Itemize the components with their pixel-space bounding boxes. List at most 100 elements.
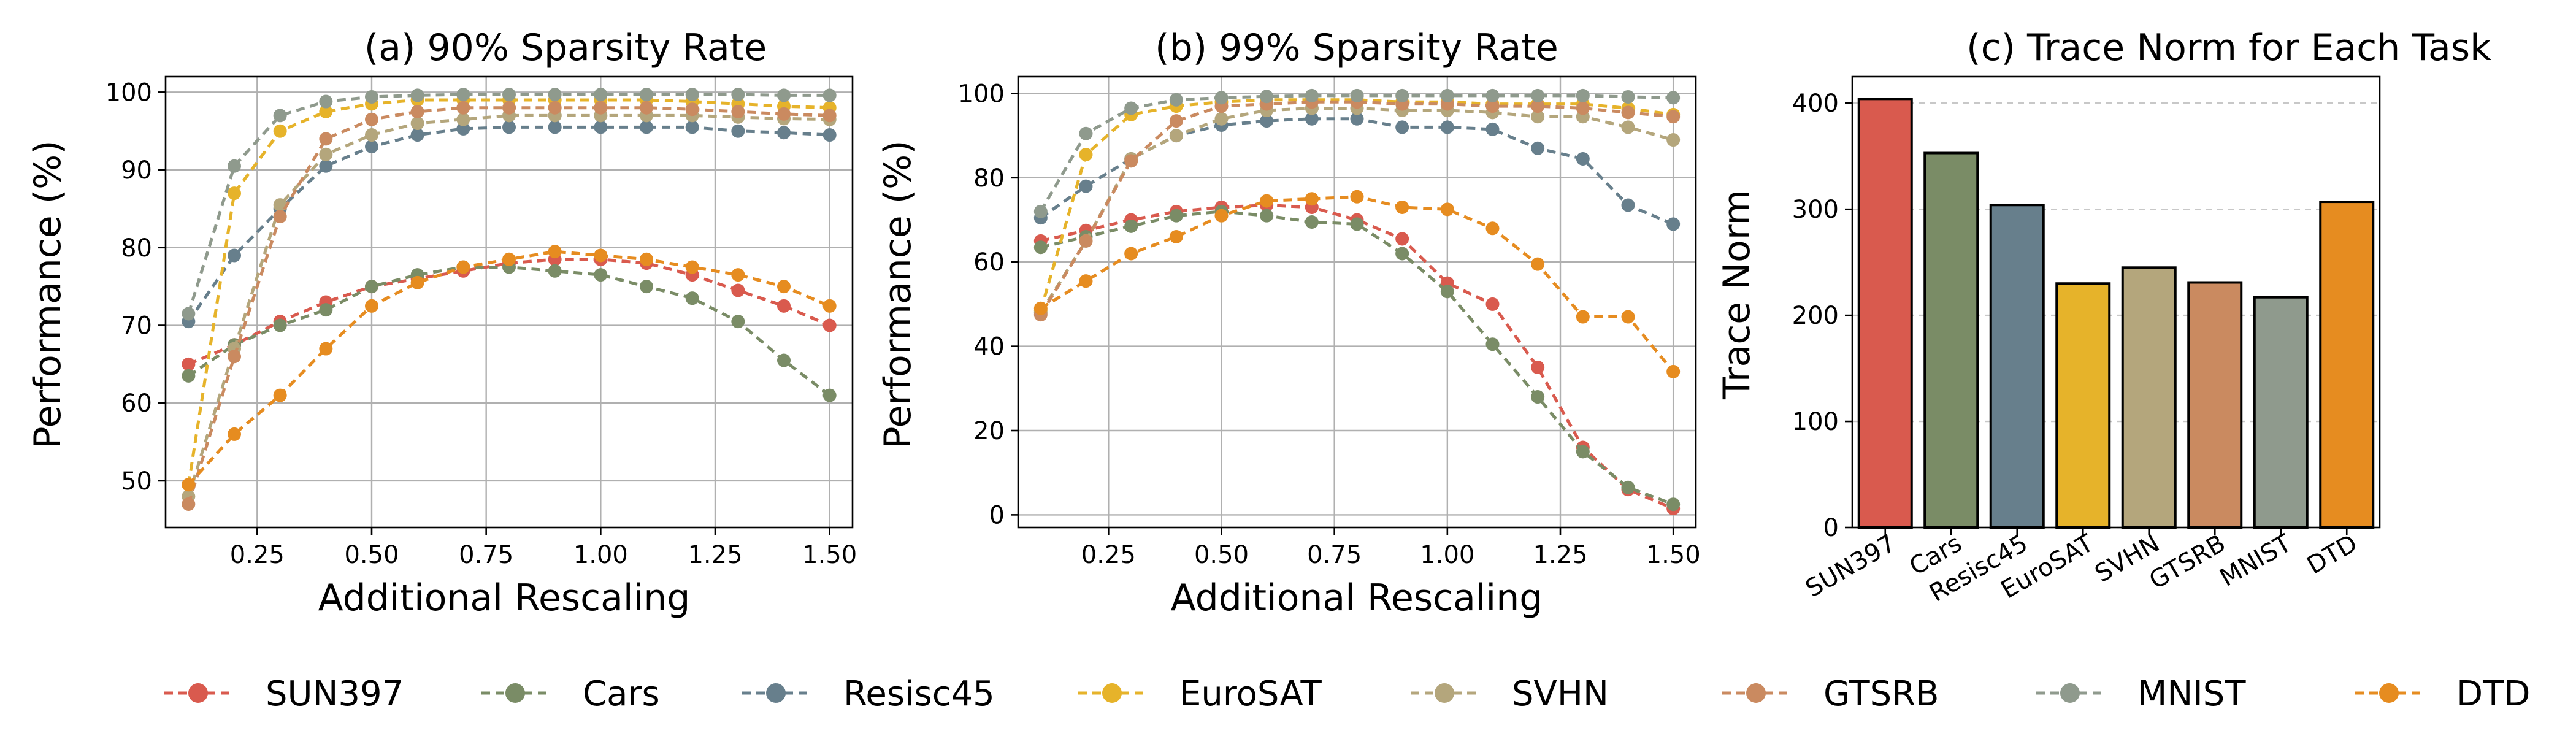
panel-b-point-cars: [1485, 337, 1500, 351]
panel-a-axes-frame: [164, 75, 854, 529]
panel-b-point-resisc45: [1305, 112, 1319, 126]
panel-a-point-cars: [273, 318, 287, 332]
panel-b-series-mnist: [1033, 88, 1681, 218]
panel-b-line-eurosat: [1039, 98, 1674, 311]
legend-item-cars: Cars: [481, 674, 660, 714]
panel-b-point-dtd: [1395, 200, 1409, 214]
panel-c-x-tick-label-sun397: SUN397: [1801, 529, 1900, 603]
panel-b-point-mnist: [1124, 101, 1138, 115]
legend-item-dtd: DTD: [2355, 674, 2530, 714]
panel-b-point-resisc45: [1440, 120, 1454, 134]
panel-b-point-svhn: [1169, 129, 1183, 143]
panel-a-point-gtsrb: [594, 101, 608, 115]
panel-b-point-eurosat: [1079, 148, 1093, 162]
panel-b-series-gtsrb: [1033, 95, 1681, 322]
panel-a-point-sun397: [731, 283, 745, 297]
panel-a-point-mnist: [731, 88, 745, 102]
panel-a-point-resisc45: [365, 140, 378, 154]
panel-a-point-gtsrb: [456, 101, 470, 115]
panel-b-point-resisc45: [1576, 151, 1590, 166]
panel-a-point-cars: [365, 280, 378, 294]
panel-a-point-eurosat: [228, 186, 241, 201]
panel-a-point-mnist: [182, 307, 196, 321]
panel-a-point-resisc45: [685, 120, 699, 134]
legend-label-resisc45: Resisc45: [843, 674, 995, 714]
panel-b-point-cars: [1124, 219, 1138, 233]
panel-a-x-tick-label: 0.50: [344, 541, 399, 569]
panel-a-point-cars: [777, 353, 791, 367]
panel-a-point-cars: [594, 268, 608, 282]
panel-a-point-dtd: [456, 260, 470, 274]
panel-a-point-dtd: [777, 280, 791, 294]
panel-a-point-gtsrb: [228, 350, 241, 364]
panel-a-point-resisc45: [777, 126, 791, 140]
panel-a-point-mnist: [228, 159, 241, 173]
panel-b-point-mnist: [1666, 91, 1681, 105]
panel-b-point-mnist: [1169, 93, 1183, 107]
panel-b-series-dtd: [1033, 190, 1681, 378]
panel-a-series-dtd: [182, 245, 837, 492]
panel-a-point-dtd: [410, 275, 424, 289]
panel-a-point-mnist: [319, 94, 333, 109]
panel-b-point-mnist: [1485, 88, 1500, 102]
panel-a-series-gtsrb: [182, 101, 837, 511]
panel-b-y-axis-label: Performance (%): [876, 140, 919, 448]
panel-b-line-resisc45: [1040, 117, 1674, 226]
panel-a-title: (a) 90% Sparsity Rate: [364, 26, 767, 69]
panel-b-x-tick-label: 1.25: [1533, 541, 1587, 569]
panel-a-point-dtd: [502, 252, 516, 266]
panel-a-point-dtd: [319, 342, 333, 356]
panel-c-y-tick-label: 400: [1792, 90, 1839, 118]
panel-a-point-cars: [548, 264, 562, 278]
panel-a-point-resisc45: [228, 248, 241, 263]
panel-a-point-mnist: [594, 88, 608, 102]
panel-a-point-mnist: [365, 90, 378, 104]
panel-a-point-gtsrb: [640, 101, 653, 115]
panel-b-point-svhn: [1214, 112, 1229, 126]
panel-a-point-mnist: [502, 88, 516, 102]
panel-b-point-cars: [1576, 445, 1590, 459]
panel-a-point-resisc45: [456, 121, 470, 136]
panel-b-point-mnist: [1350, 88, 1364, 102]
panel-a-point-gtsrb: [777, 107, 791, 121]
panel-b-point-mnist: [1531, 88, 1545, 102]
panel-a-point-resisc45: [410, 128, 424, 142]
panel-b-point-dtd: [1531, 257, 1545, 271]
panel-c-y-tick-label: 300: [1792, 196, 1839, 224]
panel-a-point-dtd: [548, 245, 562, 259]
panel-b-point-resisc45: [1260, 114, 1274, 128]
panel-b-line-svhn: [1039, 107, 1674, 314]
panel-b-point-cars: [1350, 217, 1364, 231]
panel-b-x-tick-label: 0.50: [1194, 541, 1249, 569]
panel-b-point-cars: [1395, 247, 1409, 261]
panel-a-x-tick-label: 0.75: [459, 541, 513, 569]
panel-b-x-tick-label: 0.75: [1307, 541, 1362, 569]
panel-b-point-dtd: [1214, 209, 1229, 223]
panel-a-point-cars: [731, 315, 745, 329]
panel-a-point-dtd: [365, 299, 378, 313]
legend-marker-cars: [505, 683, 525, 703]
legend-label-dtd: DTD: [2456, 674, 2530, 714]
panel-a-point-mnist: [822, 88, 837, 102]
panel-a-point-mnist: [685, 88, 699, 102]
bar-mnist: [2253, 296, 2309, 529]
panel-a-y-tick-label: 50: [121, 467, 152, 496]
panel-a-point-dtd: [640, 252, 653, 266]
panel-a-point-cars: [182, 369, 196, 383]
panel-b-point-dtd: [1440, 202, 1454, 217]
panel-b-point-gtsrb: [1079, 234, 1093, 248]
panel-a-y-tick-label: 80: [121, 234, 152, 263]
panel-a-point-dtd: [182, 478, 196, 492]
panel-b-x-tick-label: 0.25: [1081, 541, 1136, 569]
panel-a-point-gtsrb: [319, 132, 333, 146]
panel-a-point-mnist: [548, 88, 562, 102]
legend-item-eurosat: EuroSAT: [1078, 674, 1322, 714]
panel-b-x-tick-label: 1.50: [1646, 541, 1701, 569]
panel-a-point-gtsrb: [410, 105, 424, 119]
panel-c-bar-chart: (c) Trace Norm for Each Task Trace Norm …: [1715, 26, 2491, 608]
panel-c-x-tick-label-dtd: DTD: [2302, 529, 2363, 580]
panel-a-series-svhn: [182, 109, 837, 504]
panel-a-series-cars: [182, 260, 837, 402]
legend-item-gtsrb: GTSRB: [1722, 674, 1939, 714]
